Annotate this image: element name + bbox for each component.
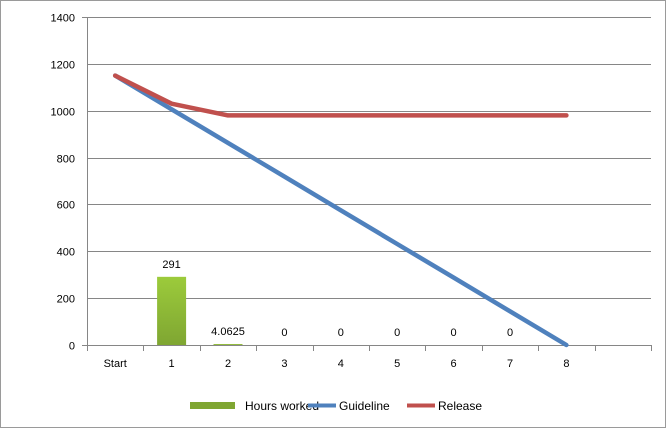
bar-data-label: 0 xyxy=(281,327,287,339)
y-tick-label: 1200 xyxy=(51,60,75,72)
y-tick-label: 400 xyxy=(57,247,75,259)
gridlines xyxy=(87,17,651,299)
bar-data-label: 4.0625 xyxy=(211,326,245,338)
y-tick-label: 200 xyxy=(57,294,75,306)
x-tick-label: 3 xyxy=(281,358,287,370)
bar-data-label: 0 xyxy=(507,327,513,339)
line-release xyxy=(112,73,569,118)
hours-worked-bars xyxy=(157,276,243,345)
data-labels: 291 4.0625 0 0 0 0 0 xyxy=(162,259,513,339)
axes: 0 200 400 600 800 1000 1200 1400 Start 1 2 3 4 5 6 7 8 xyxy=(51,13,652,370)
y-tick-label: 800 xyxy=(57,154,75,166)
bar-data-label: 0 xyxy=(451,327,457,339)
y-tick-label: 1000 xyxy=(51,107,75,119)
y-tick-label: 600 xyxy=(57,200,75,212)
bar-data-label: 0 xyxy=(338,327,344,339)
legend-swatch-hours-worked xyxy=(190,402,235,409)
bar-data-label: 0 xyxy=(394,327,400,339)
x-tick-label: 4 xyxy=(338,358,344,370)
y-tick-label: 1400 xyxy=(51,13,75,25)
x-tick-label: 2 xyxy=(225,358,231,370)
x-tick-label: 5 xyxy=(394,358,400,370)
legend: Hours worked Guideline Release xyxy=(190,399,482,413)
x-tick-label: 6 xyxy=(451,358,457,370)
x-tick-label: 7 xyxy=(507,358,513,370)
legend-label-hours-worked: Hours worked xyxy=(245,399,319,413)
line-guideline xyxy=(112,73,569,348)
legend-label-release: Release xyxy=(438,399,482,413)
y-tick-label: 0 xyxy=(69,341,75,353)
bar-data-label: 291 xyxy=(162,259,180,271)
line-series xyxy=(112,73,569,348)
x-tick-label: Start xyxy=(104,358,127,370)
x-tick-label: 1 xyxy=(169,358,175,370)
x-tick-label: 8 xyxy=(563,358,569,370)
legend-label-guideline: Guideline xyxy=(339,399,390,413)
hours-worked-bar xyxy=(157,276,187,345)
hours-worked-bar xyxy=(213,344,243,345)
